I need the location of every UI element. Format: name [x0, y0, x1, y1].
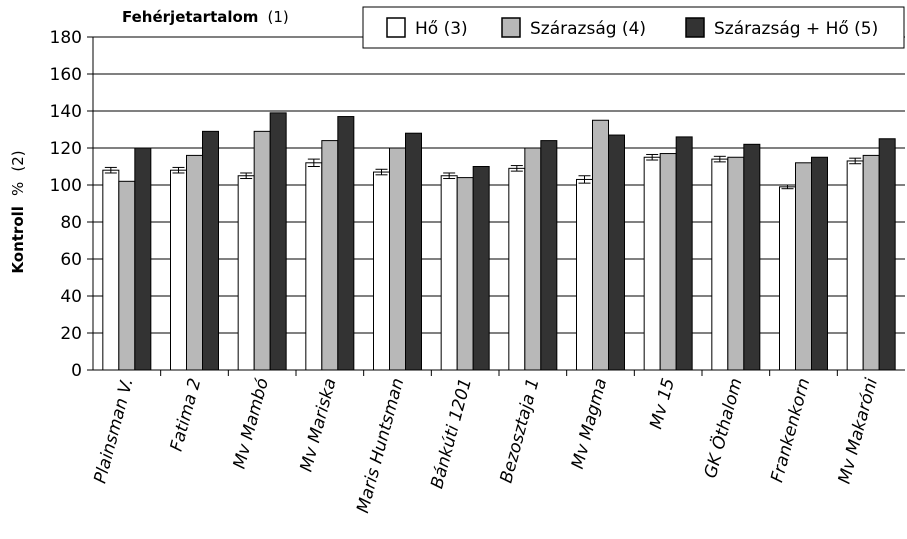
bar: [811, 156, 828, 371]
bar: [237, 175, 255, 371]
chart-title-ref: (1): [268, 8, 289, 26]
bar: [202, 130, 219, 371]
y-tick-label: 100: [50, 176, 82, 196]
y-axis-label-unit: %: [9, 182, 27, 196]
x-tick-label: Mv Makaróni: [835, 376, 882, 486]
x-tick-label: Mv Mariska: [296, 376, 340, 474]
bar: [643, 156, 661, 371]
x-tick-label: Fatima 2: [167, 376, 206, 453]
bar: [508, 167, 526, 371]
bar: [253, 130, 271, 371]
y-axis-label: Kontroll % (2): [8, 150, 27, 273]
bar: [405, 132, 422, 371]
y-tick-label: 180: [50, 28, 82, 48]
y-tick-label: 120: [50, 139, 82, 159]
x-tick-label: Mv 15: [646, 376, 679, 431]
chart-title-text: Fehérjetartalom: [122, 8, 258, 26]
x-tick-label: Bezosztaja 1: [496, 376, 543, 485]
bar: [186, 154, 203, 371]
x-tick-label: Bánkúti 1201: [427, 376, 476, 491]
bar: [743, 143, 761, 371]
bars: [102, 112, 896, 371]
x-tick-label: Mv Magma: [568, 376, 611, 471]
legend-label: Szárazság (4): [530, 19, 646, 39]
bar: [795, 162, 812, 371]
bar: [456, 177, 474, 371]
bar: [472, 166, 490, 371]
y-tick-label: 20: [60, 324, 82, 344]
y-tick-label: 80: [60, 213, 82, 233]
bar: [389, 147, 406, 371]
bar: [118, 180, 136, 371]
bar: [321, 140, 339, 371]
y-axis-label-text: Kontroll: [9, 206, 27, 274]
x-tick-label: Mv Mambó: [230, 376, 273, 471]
bar: [727, 156, 745, 371]
x-tick-label: Maris Huntsman: [353, 376, 408, 515]
bar: [846, 160, 864, 371]
y-tick-label: 0: [71, 361, 82, 381]
x-tick-label: GK Öthalom: [699, 376, 747, 481]
y-axis-label-ref: (2): [9, 150, 27, 171]
chart-title: Fehérjetartalom (1): [122, 7, 289, 26]
y-tick-label: 60: [60, 250, 82, 270]
bar: [373, 171, 390, 371]
legend-swatch: [685, 17, 705, 38]
legend: Hő (3) Szárazság (4) Szárazság + Hő (5): [362, 6, 905, 49]
bar: [524, 147, 542, 371]
bar: [862, 154, 880, 371]
x-tick-label: Frankenkorn: [767, 376, 814, 485]
bar: [779, 186, 796, 371]
bar: [675, 136, 693, 371]
bar: [170, 169, 187, 371]
y-tick-label: 140: [50, 102, 82, 122]
bar: [878, 138, 896, 371]
bar: [576, 178, 593, 371]
bar: [440, 175, 458, 371]
legend-swatch: [386, 17, 406, 38]
legend-box: [362, 6, 905, 49]
bar: [592, 119, 609, 371]
y-tick-label: 160: [50, 65, 82, 85]
x-tick-label: Plainsman V.: [90, 376, 137, 485]
y-tick-label: 40: [60, 287, 82, 307]
bar: [305, 162, 323, 371]
bar: [337, 116, 355, 371]
legend-label: Szárazság + Hő (5): [714, 19, 878, 39]
bar: [608, 134, 625, 371]
bar: [711, 158, 729, 371]
bar: [102, 169, 120, 371]
bar: [659, 153, 677, 371]
legend-swatch: [501, 17, 521, 38]
bar: [269, 112, 287, 371]
bar: [134, 147, 152, 371]
bar: [540, 140, 558, 371]
legend-label: Hő (3): [415, 19, 468, 39]
